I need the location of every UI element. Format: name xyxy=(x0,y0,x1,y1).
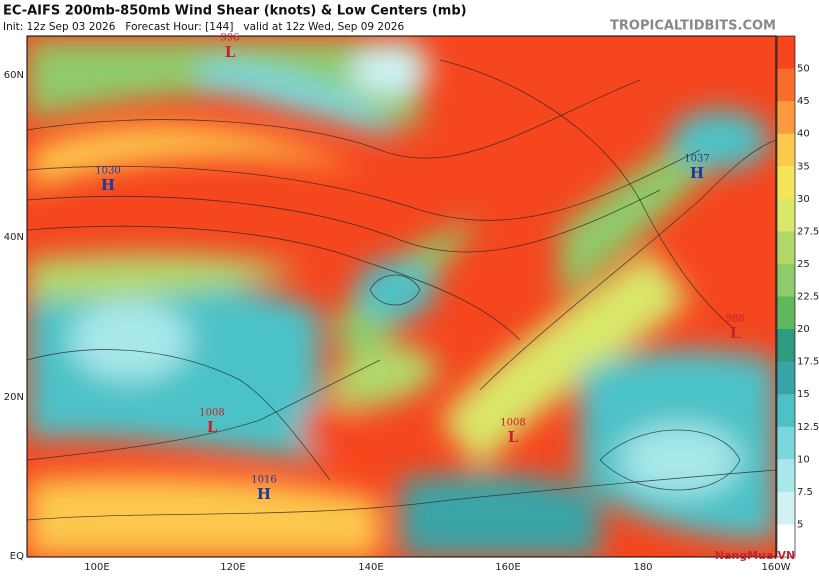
colorbar-segment xyxy=(777,361,795,395)
colorbar-label: 20 xyxy=(797,324,810,335)
lat-label: EQ xyxy=(10,551,24,562)
colorbar-label: 35 xyxy=(797,161,810,172)
colorbar-segment xyxy=(777,329,795,363)
lon-label: 100E xyxy=(84,562,109,573)
lat-label: 60N xyxy=(4,70,24,81)
center-letter: L xyxy=(207,418,218,436)
colorbar-label: 30 xyxy=(797,194,810,205)
init-line: Init: 12z Sep 03 2026 Forecast Hour: [14… xyxy=(3,21,404,33)
center-letter: H xyxy=(101,176,115,194)
colorbar-segment xyxy=(777,394,795,428)
streamlines xyxy=(27,59,776,521)
lon-label: 120E xyxy=(220,562,245,573)
colorbar-segment xyxy=(777,36,795,70)
colorbar-segment xyxy=(777,133,795,167)
colorbar-label: 22.5 xyxy=(797,292,819,303)
colorbar-label: 50 xyxy=(797,64,810,75)
colorbar-segment xyxy=(777,166,795,200)
center-letter: H xyxy=(257,485,271,503)
center-pressure: 996 xyxy=(220,33,239,44)
lon-label: 160W xyxy=(762,562,791,573)
colorbar-label: 10 xyxy=(797,454,810,465)
colorbar-segment xyxy=(777,426,795,460)
lon-label: 180 xyxy=(633,562,652,573)
colorbar-segment xyxy=(777,68,795,102)
colorbar-label: 5 xyxy=(797,519,803,530)
center-pressure: 988 xyxy=(725,314,744,325)
colorbar-label: 45 xyxy=(797,96,810,107)
watermark: NangMua.VN xyxy=(715,549,795,562)
lat-label: 40N xyxy=(4,232,24,243)
lon-label: 160E xyxy=(495,562,520,573)
colorbar-label: 40 xyxy=(797,129,810,140)
colorbar-label: 7.5 xyxy=(797,487,813,498)
colorbar: 50 45 40 35 30 27.5 25 22.5 20 17.5 15 12.5 10 7.5 5 xyxy=(776,35,819,558)
colorbar-segment xyxy=(777,231,795,265)
site-name: TROPICALTIDBITS.COM xyxy=(610,19,776,34)
center-letter: L xyxy=(225,43,236,61)
center-pressure: 1030 xyxy=(95,166,120,177)
colorbar-label: 15 xyxy=(797,389,810,400)
colorbar-segment xyxy=(777,263,795,297)
lon-label: 140E xyxy=(358,562,383,573)
colorbar-label: 27.5 xyxy=(797,226,819,237)
lat-label: 20N xyxy=(4,392,24,403)
colorbar-label: 25 xyxy=(797,259,810,270)
center-letter: L xyxy=(508,428,519,446)
colorbar-label: 12.5 xyxy=(797,422,819,433)
colorbar-segment xyxy=(777,101,795,135)
center-letter: H xyxy=(690,164,704,182)
shear-field xyxy=(27,36,776,557)
colorbar-segment xyxy=(777,524,795,558)
center-pressure: 1016 xyxy=(251,475,276,486)
center-letter: L xyxy=(730,324,741,342)
center-pressure: 1037 xyxy=(684,154,709,165)
center-pressure: 1008 xyxy=(199,408,224,419)
colorbar-segment xyxy=(777,459,795,493)
colorbar-segment xyxy=(777,198,795,232)
colorbar-segment xyxy=(777,296,795,330)
colorbar-label: 17.5 xyxy=(797,357,819,368)
colorbar-segment xyxy=(777,491,795,525)
title: EC-AIFS 200mb-850mb Wind Shear (knots) &… xyxy=(3,4,467,19)
axis-labels: 60N 40N 20N EQ 100E 120E 140E 160E 180 160W xyxy=(4,70,791,573)
colorbar-frame xyxy=(776,35,796,558)
map-frame xyxy=(26,35,777,558)
center-pressure: 1008 xyxy=(500,418,525,429)
